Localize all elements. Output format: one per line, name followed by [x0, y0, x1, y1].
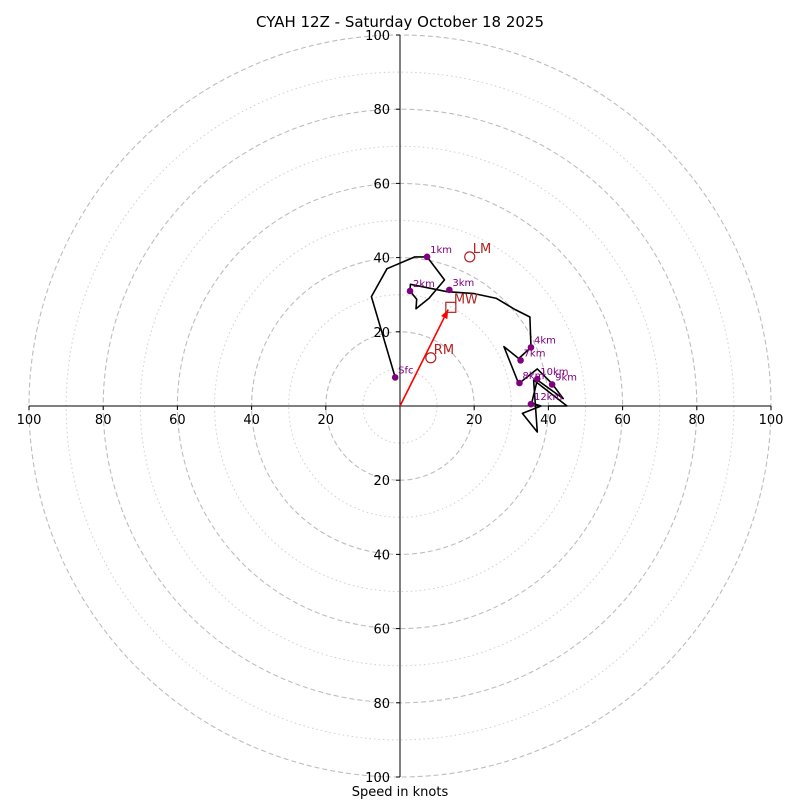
x-tick-label: 20 — [466, 413, 483, 428]
height-marker-3km — [446, 286, 453, 294]
y-tick-label: 40 — [373, 252, 390, 267]
x-tick-label: 80 — [95, 413, 112, 428]
y-tick-label: 100 — [365, 771, 390, 786]
height-label-8km: 8km — [522, 371, 544, 382]
x-tick-label: 60 — [169, 413, 186, 428]
storm-motion-lm-label: LM — [473, 242, 491, 257]
height-marker-10km — [533, 375, 541, 383]
x-tick-label: 40 — [540, 413, 557, 428]
y-tick-label: 100 — [365, 29, 390, 44]
x-tick-label: 80 — [689, 413, 706, 428]
y-tick-label: 80 — [373, 103, 390, 118]
height-label-sfc: Sfc — [398, 365, 413, 376]
height-marker-4km — [527, 344, 535, 351]
chart-title: CYAH 12Z - Saturday October 18 2025 — [256, 13, 544, 31]
height-marker-1km — [423, 253, 431, 261]
height-label-1km: 1km — [430, 245, 452, 256]
y-tick-label: 20 — [373, 474, 390, 489]
height-label-4km: 4km — [534, 335, 556, 346]
x-tick-label: 100 — [17, 413, 42, 428]
shear-vector-line — [399, 309, 449, 407]
storm-motion-markers: LM MW RM — [425, 242, 491, 364]
x-axis-label: Speed in knots — [352, 785, 449, 800]
x-tick-label: 40 — [243, 413, 260, 428]
x-tick-label: 20 — [318, 413, 335, 428]
y-tick-label: 80 — [373, 697, 390, 712]
y-tick-label: 60 — [373, 177, 390, 192]
storm-motion-lm-marker — [464, 251, 476, 263]
height-marker-sfc — [391, 374, 399, 381]
x-tick-label: 100 — [759, 413, 784, 428]
storm-motion-rm-label: RM — [434, 343, 454, 358]
hodograph-line — [370, 256, 568, 433]
height-label-3km: 3km — [452, 278, 474, 289]
height-label-10km: 10km — [540, 367, 568, 378]
height-label-2km: 2km — [413, 279, 435, 290]
storm-motion-mw-marker — [445, 301, 457, 313]
hodograph-trace — [370, 256, 568, 433]
height-marker-2km — [406, 287, 414, 295]
storm-motion-rm-marker — [425, 352, 437, 364]
height-label-7km: 7km — [524, 348, 546, 359]
y-tick-label: 60 — [373, 623, 390, 638]
height-marker-8km — [516, 379, 523, 387]
height-marker-12km — [527, 400, 535, 408]
y-tick-label: 40 — [373, 548, 390, 563]
tick-labels: 100 80 60 40 20 20 40 60 80 100100806040202040608… — [17, 29, 784, 786]
shear-vector-arrowhead — [441, 309, 449, 320]
height-label-9km: 9km — [555, 372, 577, 383]
height-marker-7km — [517, 357, 524, 364]
storm-motion-mw-label: MW — [454, 292, 478, 307]
x-tick-label: 60 — [614, 413, 631, 428]
height-marker-9km — [548, 381, 556, 388]
height-label-12km: 12km — [534, 392, 562, 403]
